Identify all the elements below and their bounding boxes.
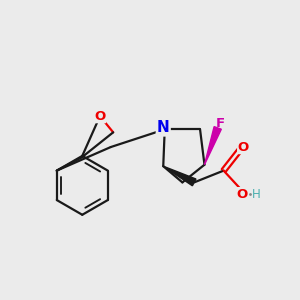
Text: O: O (94, 110, 106, 123)
Polygon shape (163, 166, 196, 186)
Text: N: N (157, 120, 169, 135)
Text: F: F (216, 117, 225, 130)
Polygon shape (205, 127, 221, 165)
Text: H: H (252, 188, 261, 201)
Text: O: O (238, 141, 249, 154)
Text: O: O (236, 188, 248, 201)
